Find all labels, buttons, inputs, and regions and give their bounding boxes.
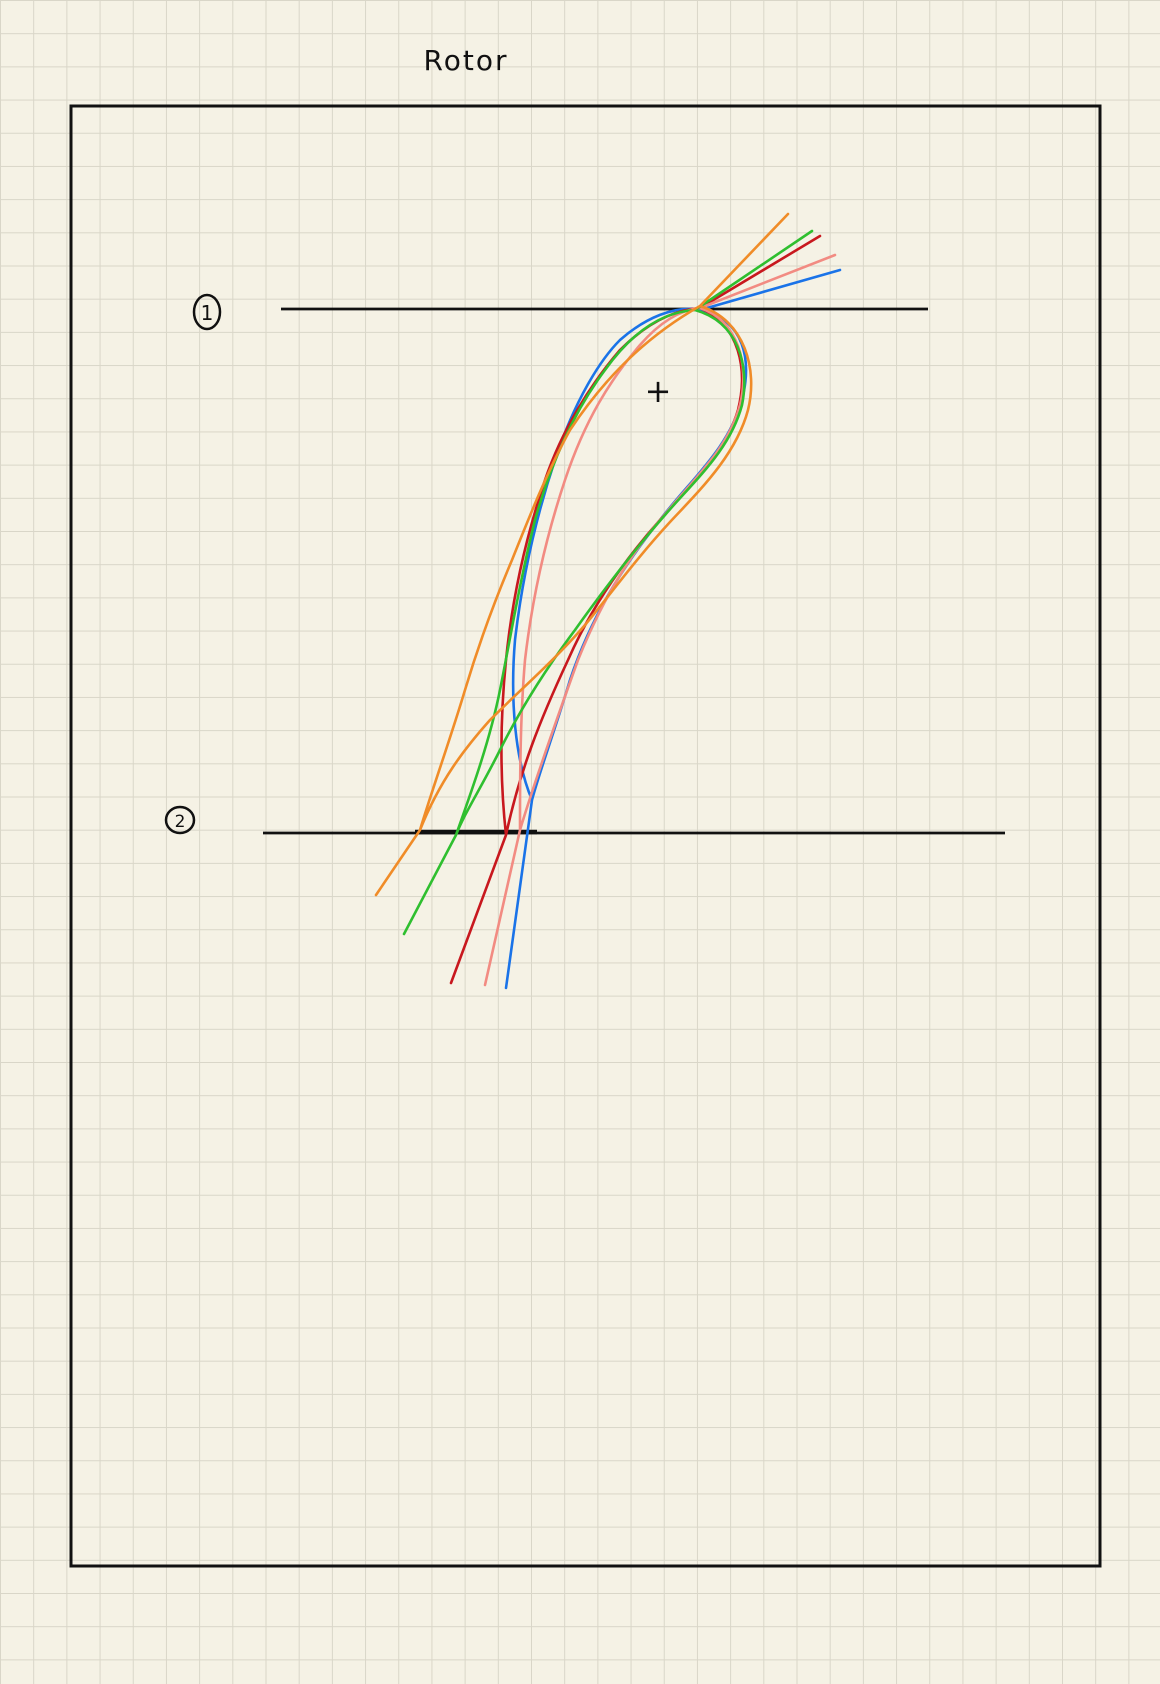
station-2: 2 <box>166 807 1005 833</box>
blade-profiles <box>376 214 840 988</box>
blade-profile-blue <box>506 270 840 988</box>
blade-profile-pink <box>485 255 835 985</box>
station-2-label: 2 <box>175 812 186 832</box>
page-title: Rotor <box>424 44 509 77</box>
center-mark: + <box>645 372 672 410</box>
blade-profile-green <box>404 231 812 934</box>
blade-profile-orange <box>376 214 788 895</box>
station-1: 1 <box>194 295 928 329</box>
blade-profile-red <box>451 236 820 983</box>
drawing-frame <box>71 106 1100 1566</box>
station-1-label: 1 <box>201 301 214 325</box>
